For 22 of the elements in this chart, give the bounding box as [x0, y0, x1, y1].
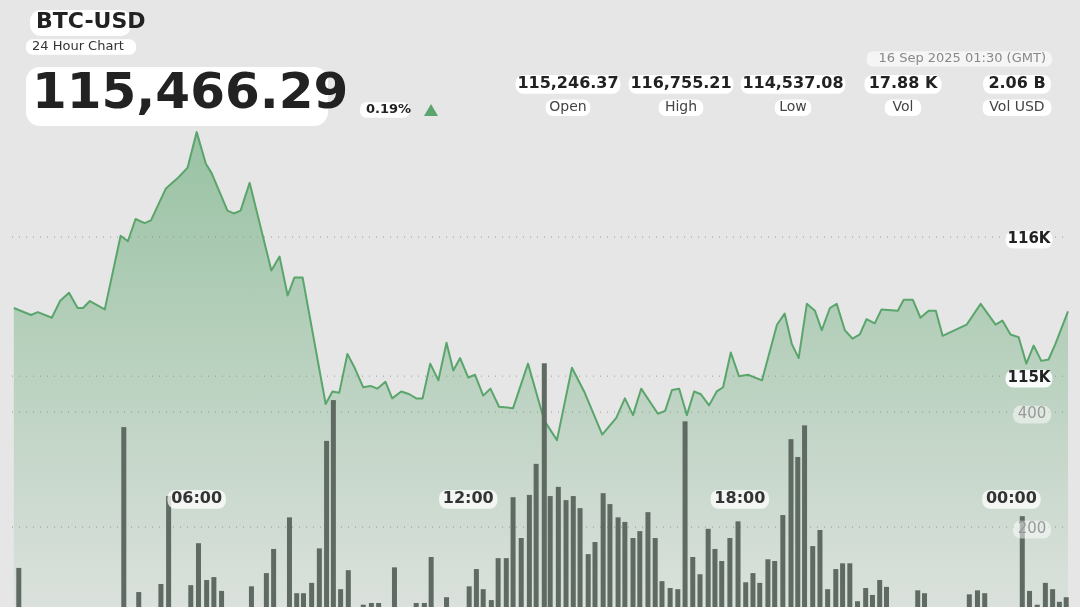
annotation: Open [549, 98, 587, 114]
annotation: 16 Sep 2025 01:30 (GMT) [878, 50, 1046, 65]
annotation: High [664, 98, 698, 114]
annotation: Vol USD [989, 98, 1045, 114]
annotation: Vol [892, 98, 914, 114]
x-tick-label: 12:00 [442, 488, 494, 507]
text: 24 Hour Chart [32, 38, 124, 53]
annotation: 17.88 K [868, 73, 938, 92]
annotation: 2.06 B [988, 73, 1046, 92]
x-tick-label: 00:00 [985, 488, 1037, 507]
y-tick-label: 115K [1007, 368, 1052, 387]
annotation: 115,466.29 [32, 62, 349, 120]
annotation: 115,246.37 [517, 73, 619, 92]
y-tick-label: 116K [1007, 229, 1052, 248]
x-tick-label: 06:00 [171, 488, 223, 507]
annotation: 0.19% [366, 101, 412, 116]
y2-tick-label: 400 [1017, 404, 1047, 423]
annotation: 114,537.08 [742, 73, 844, 92]
annotation: 116,755.21 [630, 73, 732, 92]
chart-title: BTC-USD [36, 8, 146, 33]
x-tick-label: 18:00 [714, 488, 766, 507]
annotation: Low [779, 98, 807, 114]
